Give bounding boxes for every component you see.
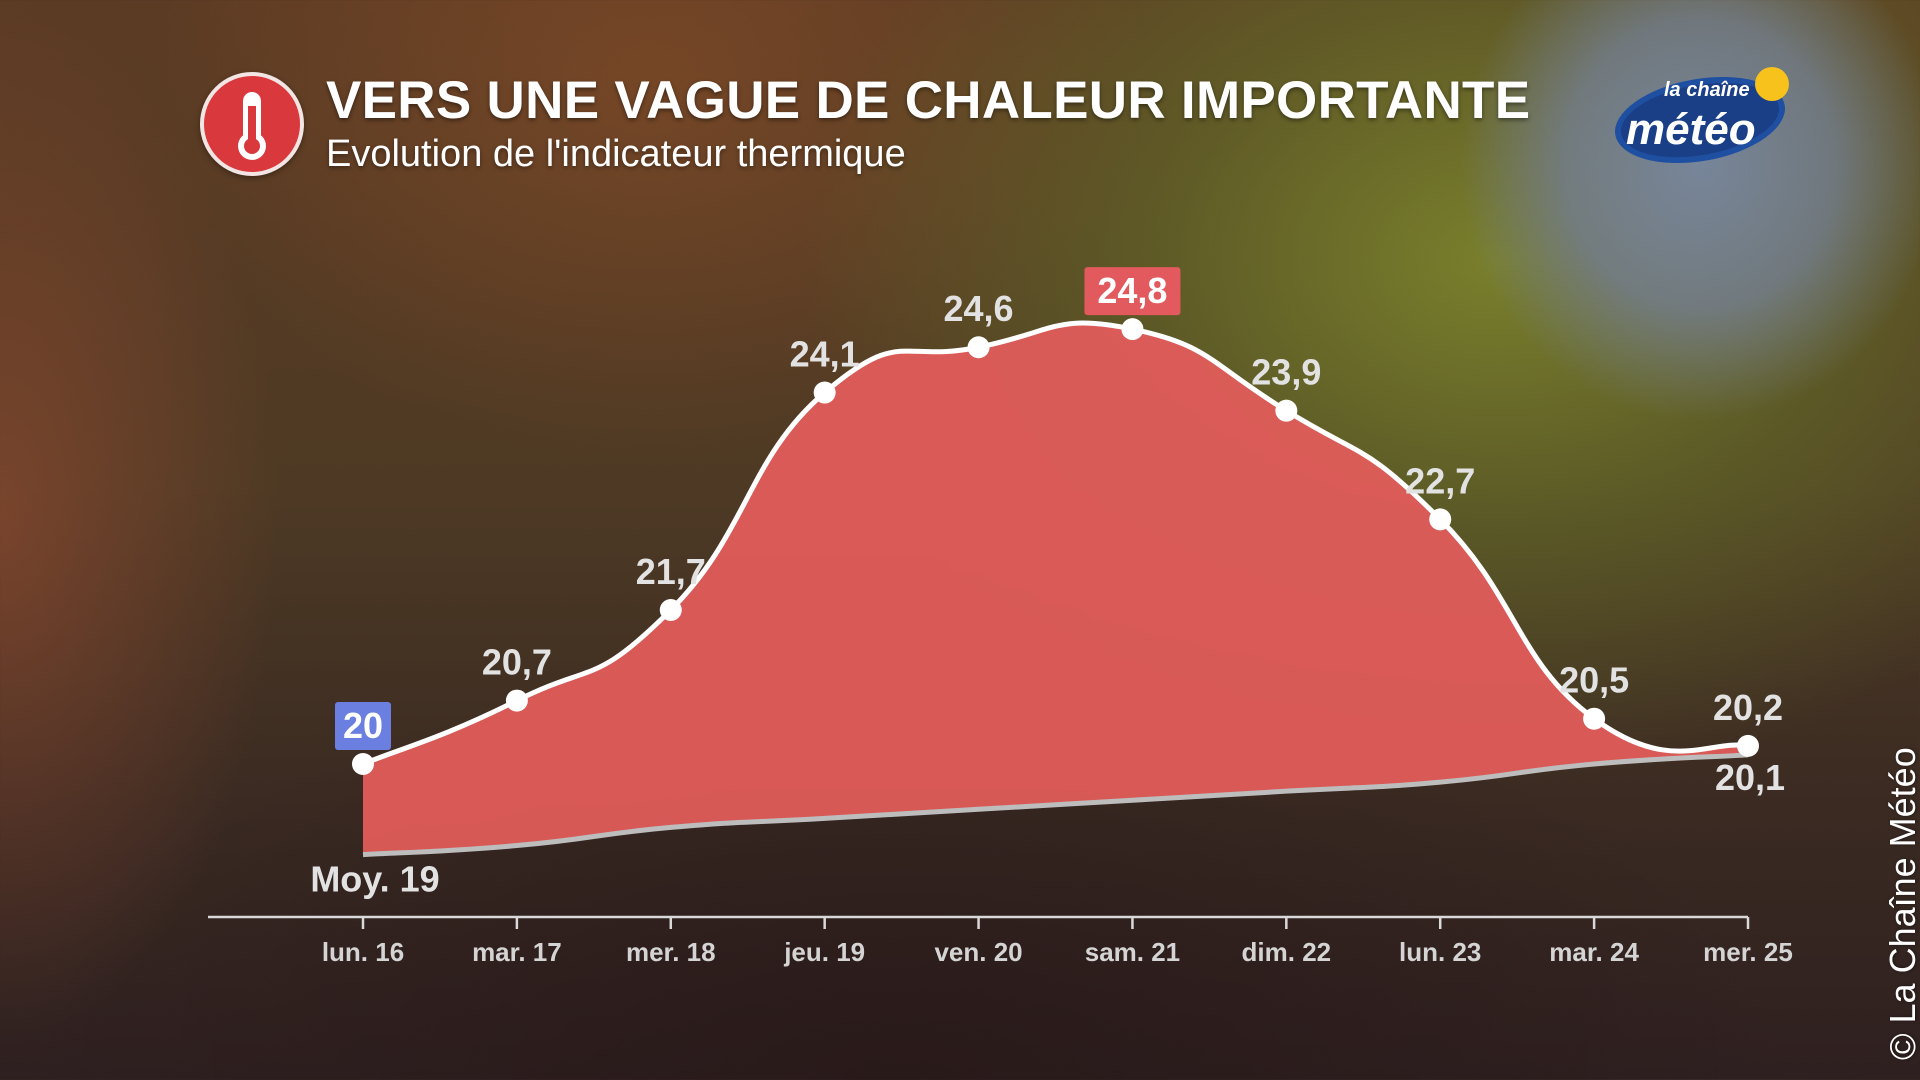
area-fill — [363, 322, 1748, 855]
average-start-label: Moy. 19 — [310, 859, 439, 900]
data-value-label: 20,5 — [1559, 660, 1629, 701]
data-point — [967, 336, 990, 359]
x-tick-label: mar. 24 — [1549, 937, 1639, 967]
data-value-label: 21,7 — [636, 551, 706, 592]
x-tick-label: mar. 17 — [472, 937, 562, 967]
x-tick-label: ven. 20 — [934, 937, 1022, 967]
data-value-label: 23,9 — [1251, 352, 1321, 393]
average-end-label: 20,1 — [1715, 757, 1785, 798]
data-value-label: 24,8 — [1097, 270, 1167, 311]
series-line — [362, 320, 1749, 767]
data-point — [1583, 707, 1606, 730]
x-ticks: lun. 16 mar. 17 mer. 18 jeu. 19 ven. 20 sam. … — [322, 917, 1793, 967]
max-value-badge — [1084, 267, 1181, 316]
data-value-label: 20,7 — [482, 642, 552, 683]
average-line — [362, 752, 1749, 858]
svg-text:la chaîne: la chaîne — [1664, 79, 1750, 101]
data-point — [1737, 734, 1759, 757]
data-value-label: 24,6 — [944, 288, 1014, 329]
data-value-label: 24,1 — [790, 334, 860, 375]
x-tick-label: lun. 16 — [322, 937, 404, 967]
data-point — [659, 598, 682, 621]
data-value-label: 20,2 — [1713, 687, 1783, 728]
chart-title: VERS UNE VAGUE DE CHALEUR IMPORTANTE — [326, 71, 1531, 130]
data-point — [352, 753, 374, 775]
x-tick-label: sam. 21 — [1085, 937, 1180, 967]
chart-subtitle: Evolution de l'indicateur thermique — [326, 133, 906, 175]
data-point — [505, 689, 528, 712]
min-value-badge — [335, 702, 391, 750]
x-tick-label: jeu. 19 — [783, 937, 865, 967]
data-point — [1275, 399, 1298, 422]
svg-text:météo: météo — [1626, 105, 1756, 154]
data-point — [1429, 508, 1452, 531]
x-tick-label: lun. 23 — [1399, 937, 1481, 967]
copyright-credit: © La Chaîne Météo — [1882, 747, 1920, 1060]
data-point — [813, 381, 836, 404]
x-tick-label: mer. 25 — [1703, 937, 1793, 967]
data-value-label: 22,7 — [1405, 460, 1475, 501]
thermometer-icon — [200, 72, 304, 176]
x-tick-label: dim. 22 — [1242, 937, 1332, 967]
data-points — [352, 318, 1759, 775]
data-point — [1121, 318, 1144, 341]
la-chaine-meteo-logo: la chaîne météo — [1612, 64, 1797, 169]
x-tick-label: mer. 18 — [626, 937, 716, 967]
data-value-label: 20 — [343, 705, 383, 746]
data-labels: 20 20,7 21,7 24,1 24,6 24,8 23,9 22,7 20,5 20,2 — [335, 267, 1783, 750]
